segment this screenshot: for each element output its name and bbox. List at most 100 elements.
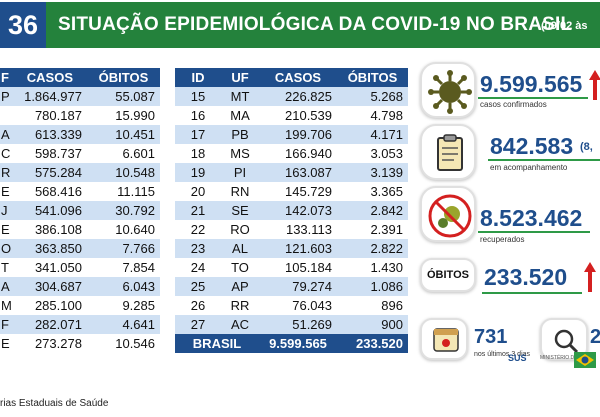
cell-uf: AL: [221, 239, 259, 258]
cell-deaths: 7.766: [86, 239, 160, 258]
cell-uf: [0, 106, 13, 125]
cell-id: 25: [175, 277, 221, 296]
column-header-id: ID: [175, 68, 221, 87]
cell-uf: PB: [221, 125, 259, 144]
cases-table-left: F CASOS ÓBITOS P 1.864.977 55.087 780.187 15…: [0, 68, 160, 353]
cell-cases: 199.706: [259, 125, 337, 144]
table-row: T 341.050 7.854: [0, 258, 160, 277]
cell-deaths: 2.391: [337, 220, 408, 239]
no-virus-icon: [420, 186, 476, 242]
clipboard-icon: [420, 124, 476, 180]
cell-cases: 105.184: [259, 258, 337, 277]
total-cases: 9.599.565: [259, 334, 337, 353]
cell-cases: 541.096: [12, 201, 87, 220]
table-row: 17 PB 199.706 4.171: [175, 125, 408, 144]
cell-cases: 76.043: [259, 296, 337, 315]
recovered-caption: recuperados: [480, 235, 525, 244]
cell-cases: 142.073: [259, 201, 337, 220]
cell-id: 26: [175, 296, 221, 315]
cell-deaths: 2.822: [337, 239, 408, 258]
cell-cases: 166.940: [259, 144, 337, 163]
cell-uf: E: [0, 220, 13, 239]
column-header-deaths: ÓBITOS: [86, 68, 160, 87]
cell-deaths: 2.842: [337, 201, 408, 220]
cell-deaths: 30.792: [86, 201, 160, 220]
page-title: SITUAÇÃO EPIDEMIOLÓGICA DA COVID-19 NO B…: [58, 14, 573, 35]
cell-deaths: 15.990: [86, 106, 160, 125]
table-row: 24 TO 105.184 1.430: [175, 258, 408, 277]
cell-uf: AP: [221, 277, 259, 296]
table-row: A 613.339 10.451: [0, 125, 160, 144]
cell-deaths: 1.086: [337, 277, 408, 296]
divider: [478, 97, 588, 99]
cell-cases: 386.108: [12, 220, 87, 239]
table-row: M 285.100 9.285: [0, 296, 160, 315]
cell-deaths: 5.268: [337, 87, 408, 106]
column-header-uf: UF: [221, 68, 259, 87]
cell-id: 22: [175, 220, 221, 239]
cell-cases: 341.050: [12, 258, 87, 277]
cell-deaths: 896: [337, 296, 408, 315]
cell-uf: MA: [221, 106, 259, 125]
table-row: 15 MT 226.825 5.268: [175, 87, 408, 106]
cell-deaths: 3.139: [337, 163, 408, 182]
table-row: 16 MA 210.539 4.798: [175, 106, 408, 125]
cell-uf: F: [0, 315, 13, 334]
cell-uf: R: [0, 163, 13, 182]
table-row: 27 AC 51.269 900: [175, 315, 408, 334]
cell-deaths: 10.640: [86, 220, 160, 239]
cell-deaths: 6.601: [86, 144, 160, 163]
cell-deaths: 10.548: [86, 163, 160, 182]
deaths-value: 233.520: [484, 264, 568, 290]
cell-deaths: 3.053: [337, 144, 408, 163]
monitoring-extra: (8,: [580, 141, 593, 153]
cell-cases: 282.071: [12, 315, 87, 334]
cell-id: 19: [175, 163, 221, 182]
deaths-badge: ÓBITOS: [420, 258, 476, 292]
column-header-deaths: ÓBITOS: [337, 68, 408, 87]
table-row: J 541.096 30.792: [0, 201, 160, 220]
cell-cases: 226.825: [259, 87, 337, 106]
cases-table-right: ID UF CASOS ÓBITOS 15 MT 226.825 5.268 16 MA 2…: [175, 68, 408, 353]
cell-cases: 568.416: [12, 182, 87, 201]
cell-deaths: 4.171: [337, 125, 408, 144]
confirmed-caption: casos confirmados: [480, 100, 547, 109]
cell-deaths: 4.641: [86, 315, 160, 334]
divider: [478, 231, 590, 233]
cell-deaths: 10.451: [86, 125, 160, 144]
cell-cases: 163.087: [259, 163, 337, 182]
table-row: E 386.108 10.640: [0, 220, 160, 239]
recent-second-value: 2: [590, 326, 600, 348]
cell-cases: 210.539: [259, 106, 337, 125]
table-row: E 273.278 10.546: [0, 334, 160, 353]
table-row: 26 RR 76.043 896: [175, 296, 408, 315]
magnifier-icon: [540, 318, 588, 360]
table-row: 21 SE 142.073 2.842: [175, 201, 408, 220]
divider: [482, 292, 582, 294]
cell-uf: P: [0, 87, 13, 106]
confirmed-value: 9.599.565: [480, 71, 583, 97]
calendar-icon: [420, 318, 468, 360]
cell-uf: RR: [221, 296, 259, 315]
cell-deaths: 4.798: [337, 106, 408, 125]
total-deaths: 233.520: [337, 334, 408, 353]
cell-id: 18: [175, 144, 221, 163]
monitoring-value: 842.583: [490, 133, 574, 159]
arrow-up-icon: [589, 70, 600, 100]
table-row: 780.187 15.990: [0, 106, 160, 125]
day-number: 36: [0, 2, 46, 48]
recent-caption: nos últimos 3 dias: [474, 351, 531, 358]
table-row: 23 AL 121.603 2.822: [175, 239, 408, 258]
cell-uf: T: [0, 258, 13, 277]
cell-cases: 285.100: [12, 296, 87, 315]
cell-id: 21: [175, 201, 221, 220]
monitoring-caption: em acompanhamento: [490, 163, 568, 172]
header-bar: 36 SITUAÇÃO EPIDEMIOLÓGICA DA COVID-19 N…: [0, 0, 600, 50]
cell-deaths: 3.365: [337, 182, 408, 201]
cell-deaths: 55.087: [86, 87, 160, 106]
table-row: E 568.416 11.115: [0, 182, 160, 201]
total-row: BRASIL 9.599.565 233.520: [175, 334, 408, 353]
cell-uf: M: [0, 296, 13, 315]
divider: [488, 159, 600, 161]
sus-logo: SUS: [508, 353, 527, 363]
